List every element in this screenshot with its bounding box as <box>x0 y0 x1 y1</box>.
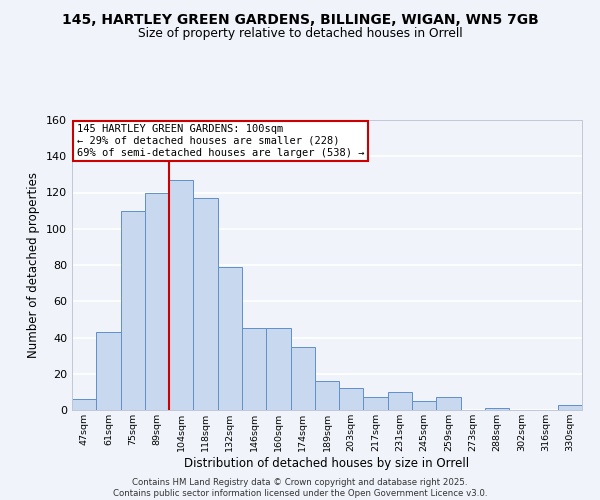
X-axis label: Distribution of detached houses by size in Orrell: Distribution of detached houses by size … <box>184 457 470 470</box>
Bar <box>436 398 461 410</box>
Text: Contains HM Land Registry data © Crown copyright and database right 2025.
Contai: Contains HM Land Registry data © Crown c… <box>113 478 487 498</box>
Y-axis label: Number of detached properties: Number of detached properties <box>28 172 40 358</box>
Bar <box>412 401 436 410</box>
Text: 145, HARTLEY GREEN GARDENS, BILLINGE, WIGAN, WN5 7GB: 145, HARTLEY GREEN GARDENS, BILLINGE, WI… <box>62 12 538 26</box>
Bar <box>169 180 193 410</box>
Bar <box>266 328 290 410</box>
Bar <box>388 392 412 410</box>
Bar <box>121 210 145 410</box>
Text: 145 HARTLEY GREEN GARDENS: 100sqm
← 29% of detached houses are smaller (228)
69%: 145 HARTLEY GREEN GARDENS: 100sqm ← 29% … <box>77 124 365 158</box>
Bar <box>242 328 266 410</box>
Text: Size of property relative to detached houses in Orrell: Size of property relative to detached ho… <box>137 28 463 40</box>
Bar <box>558 404 582 410</box>
Bar <box>218 267 242 410</box>
Bar <box>72 399 96 410</box>
Bar <box>339 388 364 410</box>
Bar <box>364 398 388 410</box>
Bar <box>193 198 218 410</box>
Bar <box>315 381 339 410</box>
Bar <box>290 346 315 410</box>
Bar <box>145 192 169 410</box>
Bar <box>485 408 509 410</box>
Bar <box>96 332 121 410</box>
